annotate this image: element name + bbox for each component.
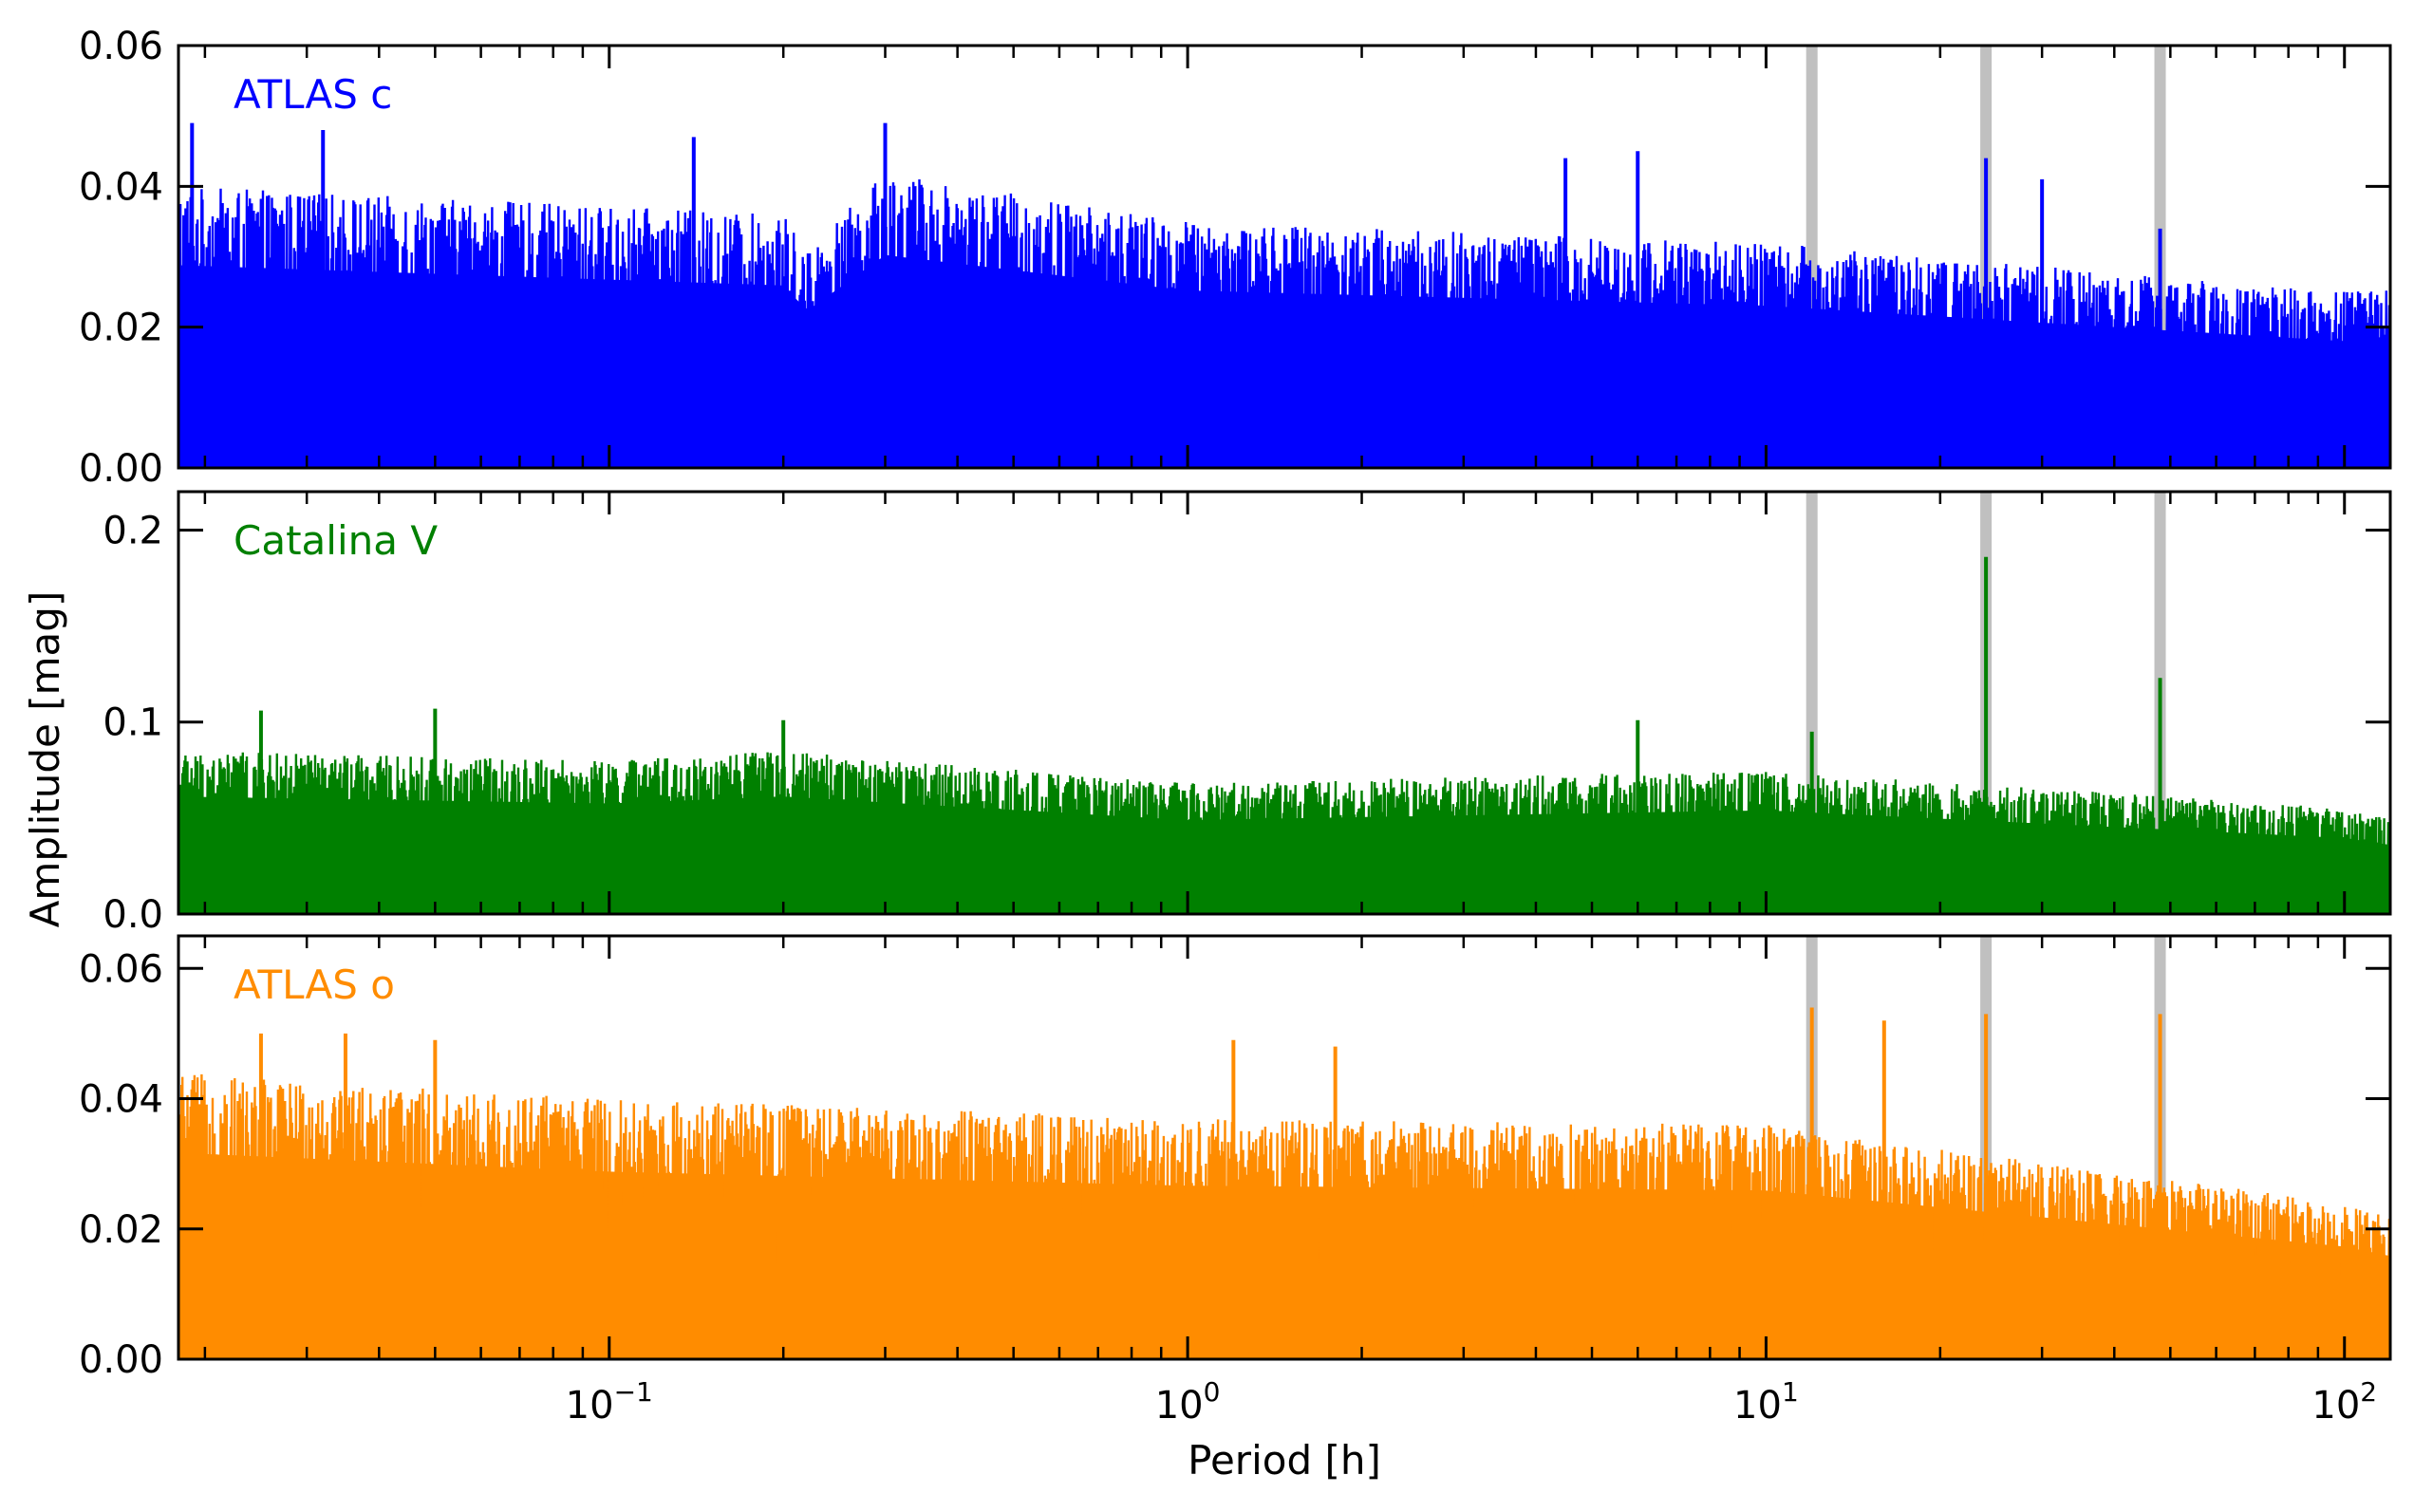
y-tick-label: 0.1 <box>103 701 163 745</box>
panel-frame <box>177 934 2392 1361</box>
panel-atlas-o: 0.00 0.02 0.04 0.06 ATLAS o <box>79 934 2392 1382</box>
x-tick-label: 101 <box>1733 1376 1799 1428</box>
y-tick-label: 0.02 <box>79 1208 163 1252</box>
x-axis-title: Period [h] <box>1188 1437 1381 1484</box>
y-tick-label: 0.06 <box>79 947 163 991</box>
series-label: Catalina V <box>234 517 438 564</box>
panel-catalina-v: 0.0 0.1 0.2 Catalina V <box>103 490 2392 937</box>
y-tick-label: 0.06 <box>79 25 163 68</box>
y-tick-label: 0.00 <box>79 447 163 491</box>
x-tick-label: 102 <box>2311 1376 2377 1428</box>
series-line <box>177 178 2392 469</box>
series-label: ATLAS o <box>234 961 395 1008</box>
y-tick-label: 0.02 <box>79 307 163 350</box>
y-tick-label: 0.04 <box>79 1078 163 1122</box>
panel-atlas-c: 0.00 0.02 0.04 0.06 ATLAS c <box>79 25 2392 491</box>
y-tick-label: 0.04 <box>79 165 163 209</box>
x-tick-label: 100 <box>1155 1376 1221 1428</box>
series-line <box>177 752 2392 915</box>
y-tick-label: 0.2 <box>103 509 163 552</box>
y-tick-label: 0.00 <box>79 1338 163 1382</box>
panel-frame <box>177 44 2392 470</box>
x-tick-label: 10−1 <box>566 1376 653 1428</box>
series-label: ATLAS c <box>234 71 392 118</box>
y-axis-title: Amplitude [mag] <box>22 591 68 928</box>
y-tick-label: 0.0 <box>103 893 163 937</box>
panel-frame <box>177 490 2392 916</box>
series-line <box>177 1073 2392 1360</box>
